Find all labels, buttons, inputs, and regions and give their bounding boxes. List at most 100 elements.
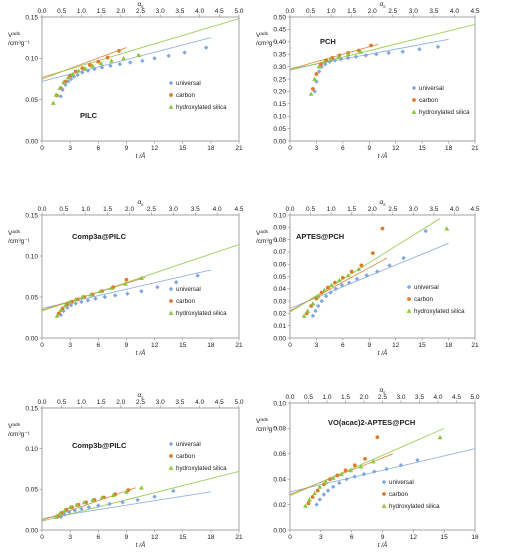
legend-label: hydroxylated silica [414,308,465,315]
fit-line-hydroxylated-silica [290,24,475,71]
legend: universal carbon hydroxylated silica [168,286,227,317]
x-tick-label: 15 [419,342,427,349]
data-point [79,294,85,299]
x2-tick-label: 5.0 [234,8,243,15]
data-point [375,435,380,440]
data-point [73,297,79,302]
x-tick-label: 18 [207,342,215,349]
panel-6: 0 3 6 9 12 15 18 0.0 0.5 1.0 1.5 2.0 2.5 3.0 3.5 4.0 4.5… [256,387,480,549]
x-axis-title: t /Å [136,540,146,549]
y-tick-label: 0.20 [273,89,286,96]
y-tick-label: 0.10 [25,253,38,260]
legend-marker [168,465,174,470]
x-axis-title: t /Å [378,151,388,160]
panel-title: PILC [80,111,98,120]
data-point [370,251,375,256]
fit-lines [290,24,475,71]
data-point [310,313,316,319]
x-tick-label: 18 [471,534,479,541]
x2-tick-label: 2.0 [368,206,377,213]
legend-marker [411,109,417,114]
x2-tick-label: 0.0 [285,394,294,401]
data-point [314,502,319,507]
data-point [364,273,369,278]
y-axis-title: Vads [8,422,21,430]
x2-tick-label: 3.5 [175,8,184,15]
data-point [318,62,323,67]
data-point [356,266,362,272]
data-point [338,56,344,62]
x-tick-label: 9 [381,534,385,541]
y-tick-label: 0.45 [273,27,286,34]
legend-label: universal [419,85,444,92]
panel-4: 0 3 6 9 12 15 18 21 0.0 0.5 1.0 1.5 2.0 2.5 3.0 3.5 4.0 4… [256,199,480,357]
x-tick-label: 3 [319,534,323,541]
data-point [105,55,110,60]
legend: universal carbon hydroxylated silica [381,479,440,510]
y-axis-title-main: V [8,230,13,237]
x2-tick-label: 2.0 [116,8,125,15]
x-tick-label: 6 [96,342,100,349]
y-tick-label: 0.15 [25,405,38,412]
x2-tick-label: 5.0 [234,399,243,406]
x-tick-label: 21 [235,145,243,152]
y-tick-label: 0.09 [273,225,286,232]
data-point [136,52,142,57]
data-point [372,469,377,474]
series-universal [58,45,209,99]
data-point [109,285,114,290]
data-point [50,100,56,105]
x-tick-label: 15 [179,342,187,349]
legend-label: universal [414,284,439,291]
data-point [53,92,59,97]
data-point [97,288,103,294]
y-tick-label: 0.00 [273,335,286,342]
y-tick-label: 0.02 [273,502,286,509]
series-universal [58,488,176,520]
data-point [370,459,376,464]
series-universal [310,228,428,319]
data-point [312,490,318,496]
legend-label: carbon [176,92,195,99]
x2-tick-label: 0.5 [59,206,68,213]
plot-frame [41,214,240,339]
legend-marker [381,503,387,508]
data-point [328,477,332,482]
data-point [99,495,105,500]
y-tick-label: 0.40 [273,39,286,46]
panel-title: VO(acac)2-APTES@PCH [328,418,415,427]
data-point [139,289,144,294]
series-carbon [306,435,380,506]
data-point [135,497,140,503]
x2-axis-title: αs [137,392,144,401]
data-point [124,489,129,494]
data-point [369,43,373,48]
x2-axis-title: αs [379,1,386,10]
x2-tick-label: 3.5 [429,8,438,15]
x-tick-label: 12 [392,342,400,349]
data-point [140,58,145,64]
y-axis-title: Vads [256,417,269,425]
y-tick-label: 0.05 [273,126,286,133]
data-point [317,484,323,489]
data-point [67,509,72,515]
data-point [363,456,367,461]
series-universal [314,457,420,507]
data-point [82,65,88,71]
series-hydroxylated-silica [303,434,443,508]
y-axis-title-main: V [256,418,261,425]
legend-label: hydroxylated silica [389,503,440,510]
y-tick-label: 0.00 [273,527,286,534]
x-axis-title: t /Å [136,348,146,357]
data-point [316,69,322,74]
x-tick-label: 12 [151,145,159,152]
y-axis-unit: /cm³g⁻¹ [256,40,279,47]
x-tick-label: 0 [288,342,292,349]
data-point [127,60,133,65]
x-tick-label: 0 [40,534,44,541]
data-point [107,501,112,507]
x-axis-title: t /Å [378,348,388,357]
data-point [358,49,363,54]
data-point [338,471,344,477]
data-point [321,287,327,292]
